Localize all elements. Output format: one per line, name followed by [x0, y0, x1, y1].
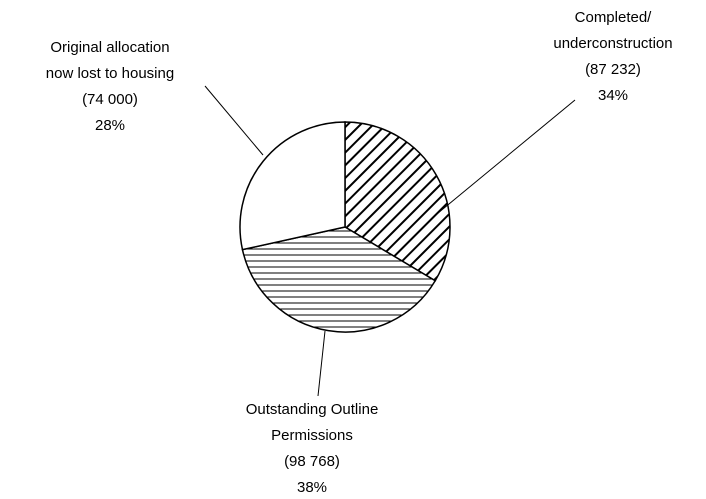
value-label: (74 000) — [82, 91, 138, 108]
value-label: (87 232) — [585, 61, 641, 78]
slice-label: Outstanding Outline — [246, 401, 379, 418]
pie-slice — [239, 121, 346, 251]
slice-label: Permissions — [271, 427, 353, 444]
percent-label: 38% — [297, 479, 327, 496]
slice-label: Completed/ — [575, 9, 653, 26]
slice-label: underconstruction — [553, 35, 672, 52]
pie-slice — [344, 121, 451, 282]
pie-slice — [241, 226, 437, 333]
slice-label: Original allocation — [50, 39, 169, 56]
slice-label: now lost to housing — [46, 65, 174, 82]
leader-line — [431, 99, 576, 219]
value-label: (98 768) — [284, 453, 340, 470]
percent-label: 28% — [95, 117, 125, 134]
leader-line — [204, 85, 264, 156]
percent-label: 34% — [598, 87, 628, 104]
leader-line — [317, 330, 326, 397]
